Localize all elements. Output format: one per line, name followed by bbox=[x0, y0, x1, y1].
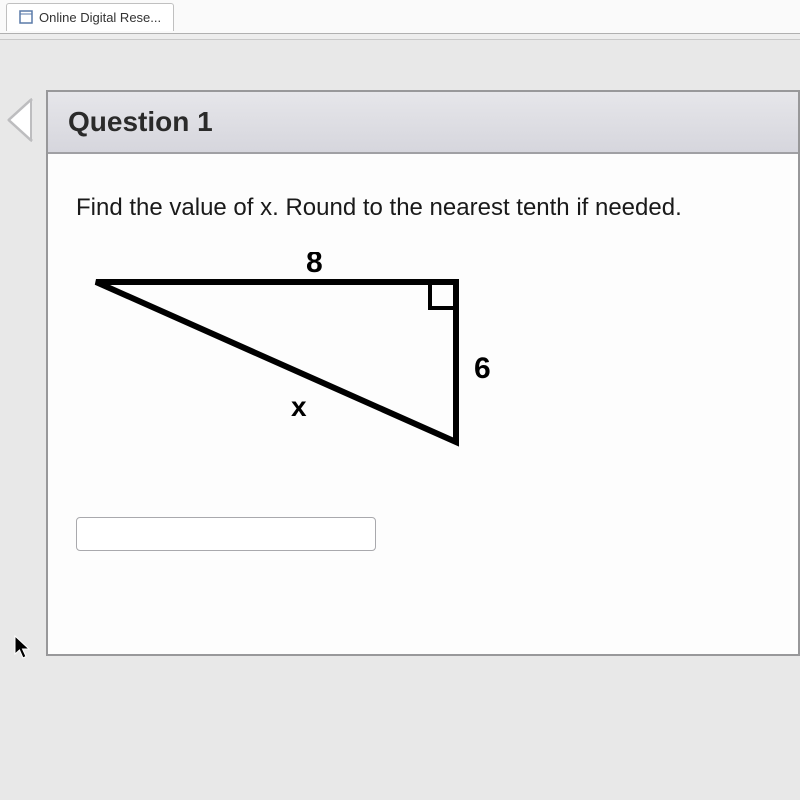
answer-input[interactable] bbox=[76, 517, 376, 551]
svg-text:6: 6 bbox=[474, 352, 491, 385]
svg-text:x: x bbox=[291, 391, 307, 422]
browser-tab-bar: Online Digital Rese... bbox=[0, 0, 800, 34]
tab-page-icon bbox=[19, 10, 33, 24]
question-header: Question 1 bbox=[48, 92, 798, 154]
prev-question-button[interactable] bbox=[0, 90, 40, 656]
question-body: Find the value of x. Round to the neares… bbox=[48, 154, 798, 654]
question-title: Question 1 bbox=[68, 106, 778, 138]
question-prompt: Find the value of x. Round to the neares… bbox=[76, 194, 770, 222]
question-card: Question 1 Find the value of x. Round to… bbox=[46, 90, 800, 656]
svg-text:8: 8 bbox=[306, 252, 323, 279]
browser-tab[interactable]: Online Digital Rese... bbox=[6, 3, 174, 31]
triangle-diagram: 8 6 x bbox=[76, 252, 770, 477]
content-area: Question 1 Find the value of x. Round to… bbox=[0, 40, 800, 656]
tab-title: Online Digital Rese... bbox=[39, 10, 161, 25]
